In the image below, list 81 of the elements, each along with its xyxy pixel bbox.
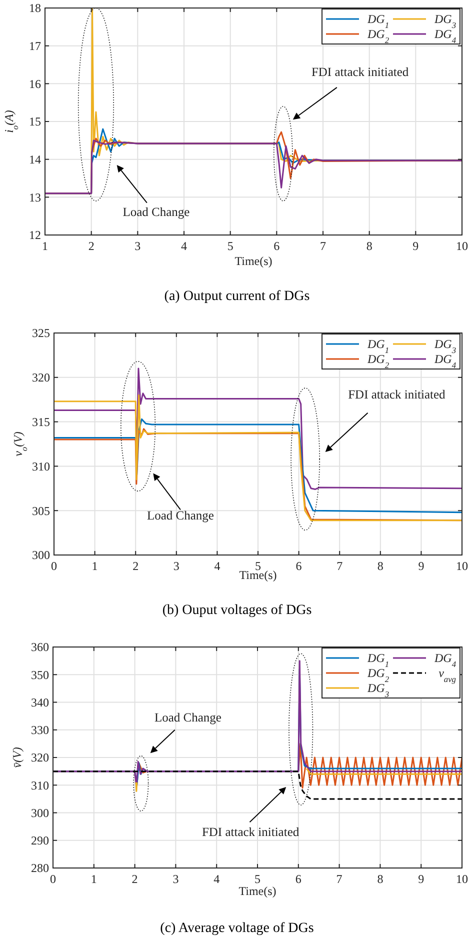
x-tick-label: 8 xyxy=(366,239,372,253)
legend-label: DG$_{4}$ xyxy=(433,352,456,370)
y-tick-label: 350 xyxy=(31,668,49,682)
x-axis-title: Time(s) xyxy=(238,884,276,898)
x-tick-label: 1 xyxy=(92,559,98,573)
annotation: Load Change xyxy=(154,710,222,725)
x-tick-label: 10 xyxy=(456,239,468,253)
legend-label: DG$_{4}$ xyxy=(433,651,456,669)
x-tick-label: 6 xyxy=(295,872,302,886)
legend-label: DG$_{2}$ xyxy=(366,666,389,684)
legend-label: DG$_{4}$ xyxy=(433,27,456,45)
x-tick-label: 5 xyxy=(227,239,234,253)
x-tick-label: 2 xyxy=(132,872,138,886)
text: (c) Average voltage of DGs xyxy=(160,921,314,936)
x-tick-label: 2 xyxy=(132,559,139,573)
y-tick-label: 325 xyxy=(32,326,50,340)
y-tick-label: 16 xyxy=(29,76,41,91)
x-tick-label: 4 xyxy=(214,559,220,573)
y-tick-label: 300 xyxy=(31,806,49,820)
legend-label: DG$_{3}$ xyxy=(366,681,389,699)
x-tick-label: 10 xyxy=(456,872,468,886)
x-tick-label: 0 xyxy=(51,559,57,573)
y-tick-label: 17 xyxy=(29,39,41,54)
x-tick-label: 10 xyxy=(456,559,468,573)
annotation: Load Change xyxy=(122,205,190,220)
legend-label: DG$_{2}$ xyxy=(366,352,389,370)
y-tick-label: 12 xyxy=(29,228,41,242)
x-tick-label: 7 xyxy=(336,872,342,886)
x-tick-label: 4 xyxy=(181,239,187,253)
y-tick-label: 14 xyxy=(29,152,41,167)
y-tick-label: 360 xyxy=(31,640,49,654)
text: (a) Output current of DGs xyxy=(164,289,310,304)
x-tick-label: 3 xyxy=(172,872,179,886)
x-tick-label: 8 xyxy=(377,872,384,886)
x-tick-label: 1 xyxy=(42,239,48,253)
annotation: FDI attack initiated xyxy=(348,388,446,402)
y-tick-label: 13 xyxy=(29,190,41,204)
y-tick-label: 290 xyxy=(31,834,49,848)
x-tick-label: 5 xyxy=(255,559,261,573)
x-tick-label: 8 xyxy=(377,559,384,573)
x-tick-label: 9 xyxy=(412,239,419,253)
y-tick-label: 340 xyxy=(31,695,49,710)
legend-label: v$_{avg}$ xyxy=(438,666,456,684)
y-tick-label: 305 xyxy=(32,504,50,518)
y-tick-label: 300 xyxy=(32,548,50,562)
y-tick-label: 320 xyxy=(31,750,49,765)
text: (b) Ouput voltages of DGs xyxy=(162,603,312,618)
x-tick-label: 4 xyxy=(214,872,220,886)
x-tick-label: 1 xyxy=(90,872,97,886)
line-series xyxy=(54,368,462,490)
y-tick-label: 310 xyxy=(32,459,50,474)
y-axis-title: v̄(V) xyxy=(10,747,24,768)
x-tick-label: 7 xyxy=(336,559,343,573)
y-tick-label: 315 xyxy=(32,415,50,429)
legend-label: DG$_{2}$ xyxy=(366,27,389,45)
y-tick-label: 18 xyxy=(29,1,41,16)
x-tick-label: 0 xyxy=(50,872,56,886)
legend-label: DG$_{3}$ xyxy=(433,12,456,30)
y-tick-label: 15 xyxy=(29,114,41,129)
annotation: FDI attack initiated xyxy=(202,825,300,840)
x-tick-label: 3 xyxy=(134,239,141,253)
x-tick-label: 3 xyxy=(173,559,180,573)
y-tick-label: 280 xyxy=(31,861,49,876)
x-tick-label: 9 xyxy=(418,559,424,573)
legend-label: DG$_{1}$ xyxy=(366,651,389,669)
x-tick-label: 2 xyxy=(88,239,94,253)
y-tick-label: 320 xyxy=(32,370,50,385)
y-tick-label: 310 xyxy=(31,778,49,792)
legend-label: DG$_{3}$ xyxy=(433,337,456,355)
annotation: Load Change xyxy=(146,508,214,522)
x-tick-label: 6 xyxy=(274,239,280,253)
annotation: FDI attack initiated xyxy=(311,65,410,80)
x-axis-title: Time(s) xyxy=(234,254,272,268)
y-tick-label: 330 xyxy=(31,723,49,738)
x-tick-label: 9 xyxy=(418,872,424,886)
x-tick-label: 5 xyxy=(254,872,260,886)
x-tick-label: 7 xyxy=(320,239,326,253)
legend-label: DG$_{1}$ xyxy=(366,337,389,355)
line-series xyxy=(53,770,462,800)
legend-label: DG$_{1}$ xyxy=(366,12,389,30)
x-tick-label: 6 xyxy=(296,559,302,573)
